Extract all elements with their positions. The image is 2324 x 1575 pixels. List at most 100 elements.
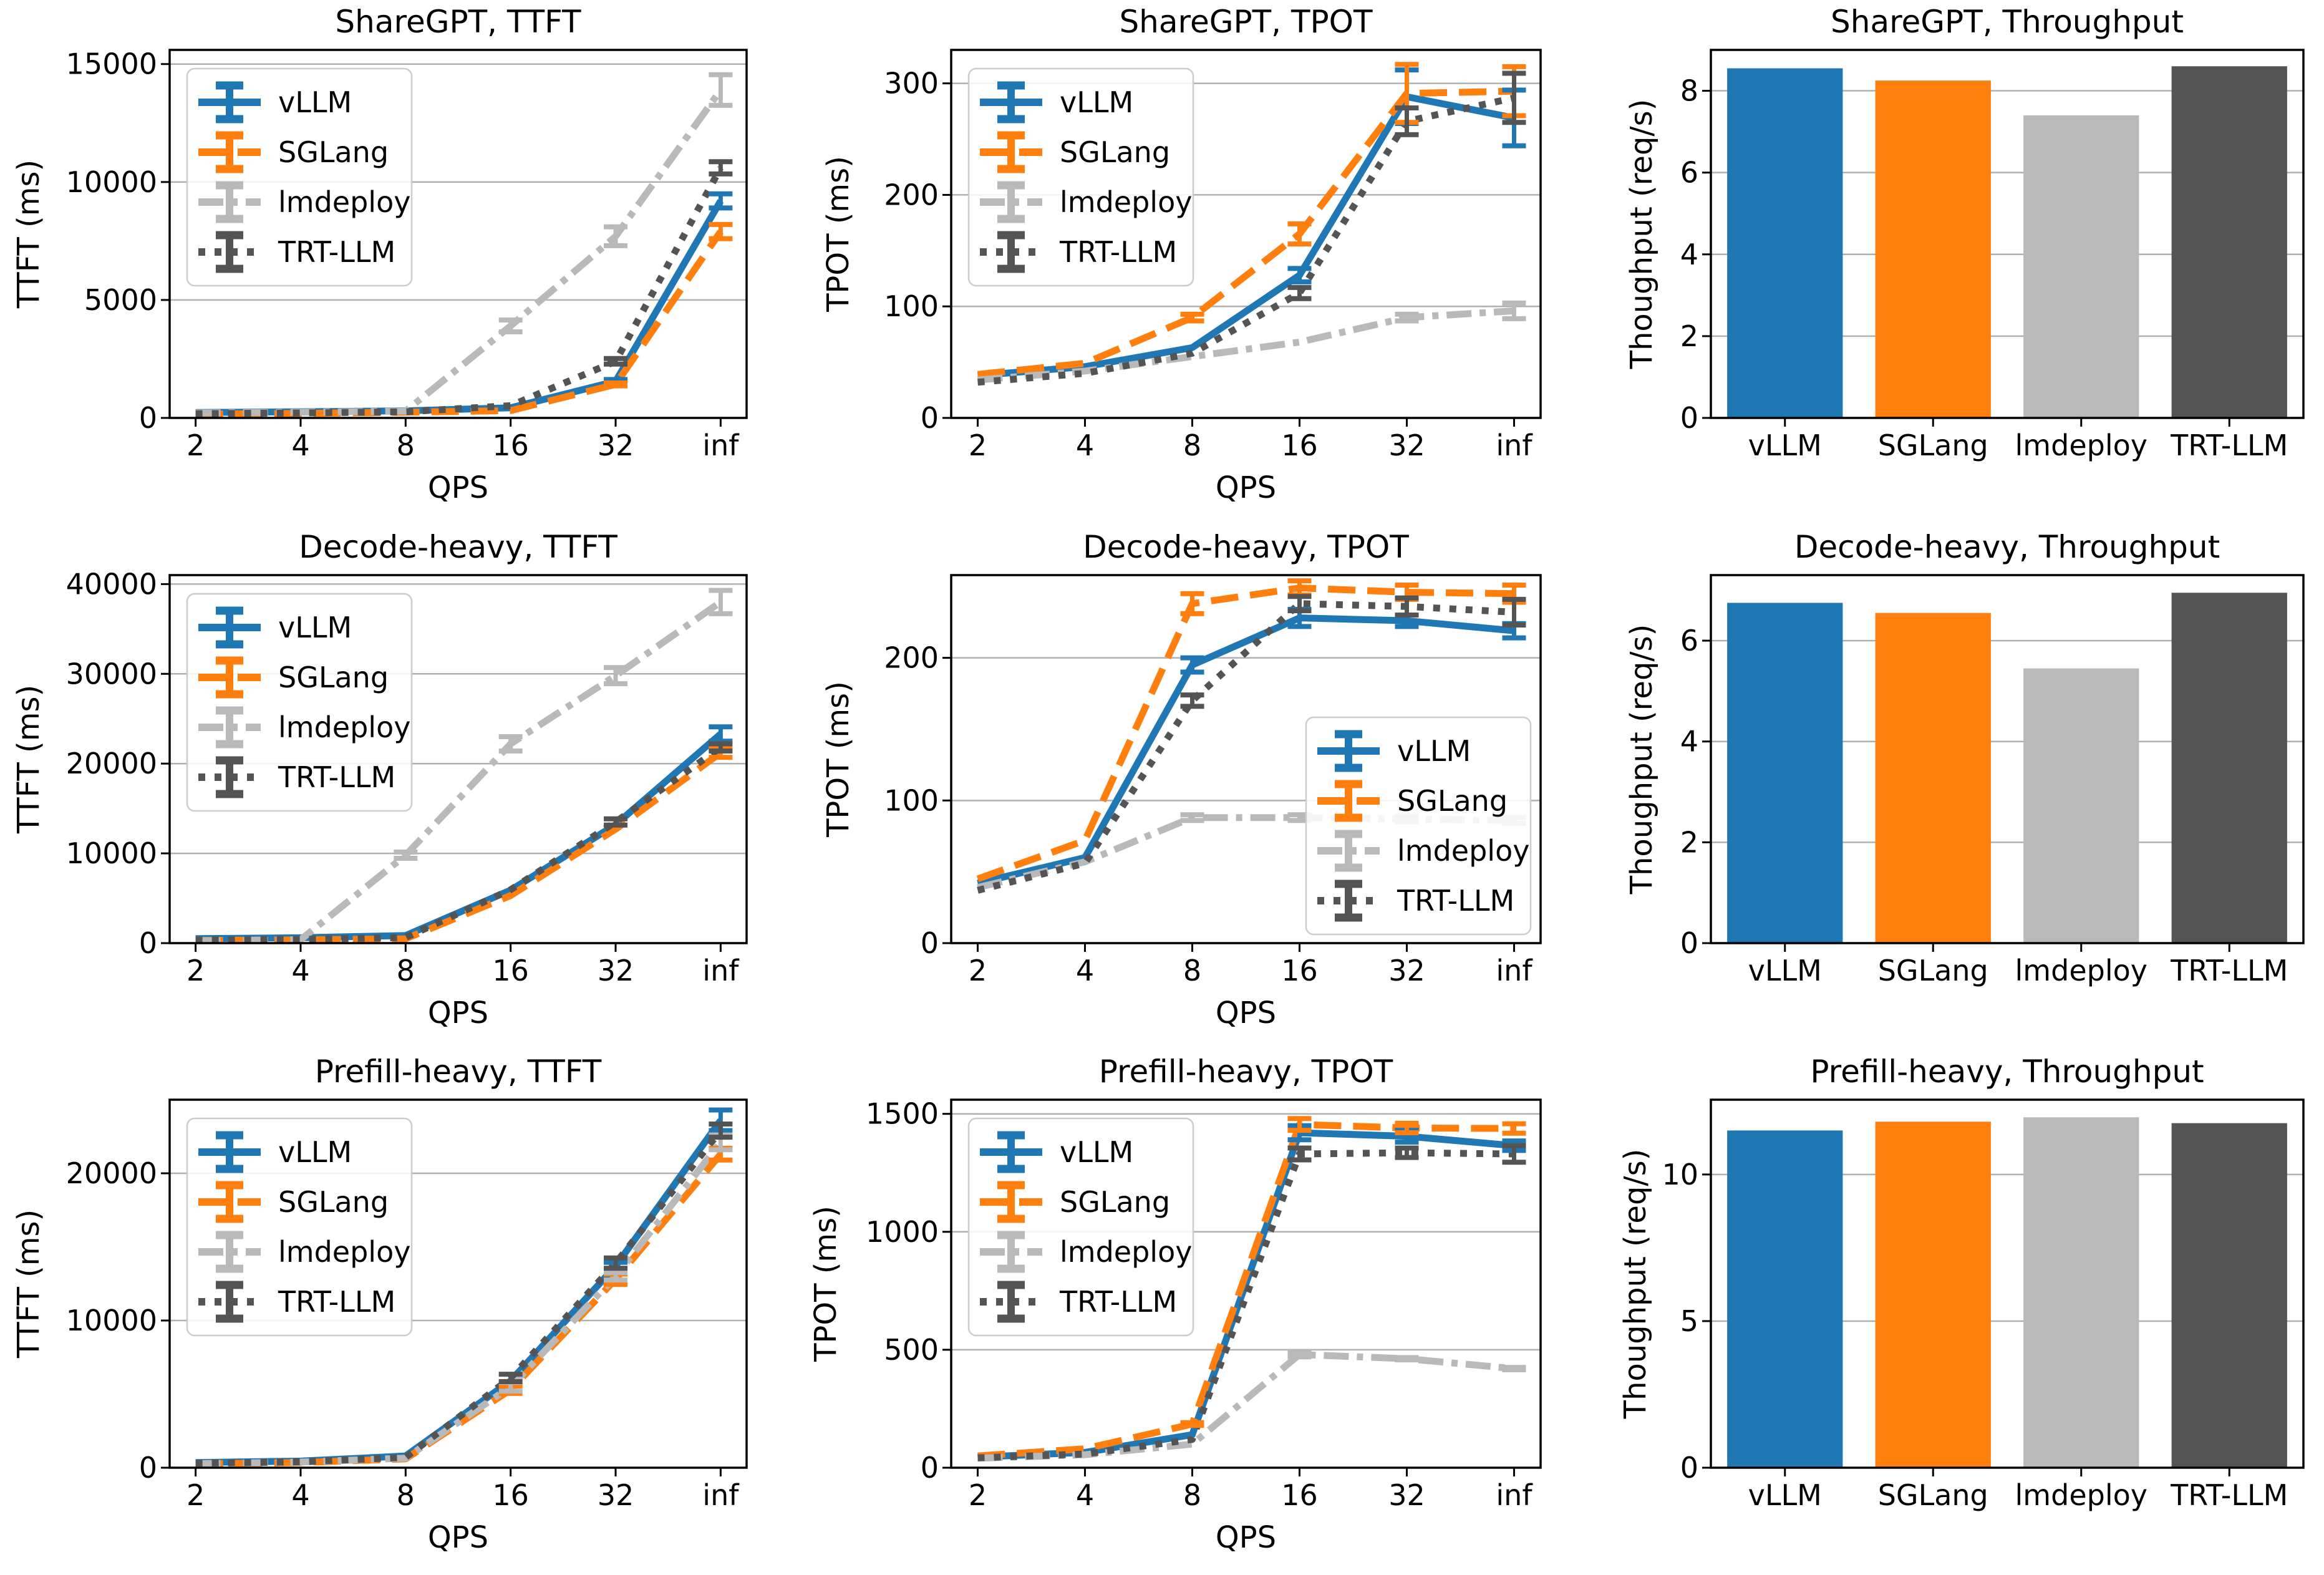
x-tick-label: SGLang bbox=[1878, 1478, 1988, 1512]
legend-label: TRT-LLM bbox=[1397, 884, 1514, 918]
legend-label: TRT-LLM bbox=[1059, 235, 1177, 269]
bar-sglang bbox=[1875, 80, 1991, 418]
y-tick-label: 0 bbox=[139, 401, 157, 435]
legend-label: vLLM bbox=[278, 611, 352, 644]
legend-item-vllm: vLLM bbox=[980, 1131, 1133, 1173]
panel-prefill-heavy-ttft: 2 4 8 16 32 inf 0 10000 20000 Prefill-heavy, TTFT… bbox=[11, 1054, 748, 1555]
axes-frame bbox=[950, 574, 1542, 944]
axes-frame bbox=[1710, 1098, 2305, 1469]
series-line-sglang bbox=[976, 584, 1514, 883]
y-tick-label: 2 bbox=[1680, 825, 1698, 859]
y-tick-label: 100 bbox=[884, 289, 939, 323]
y-tick-label: 20000 bbox=[66, 747, 157, 780]
x-tick-label: 32 bbox=[1388, 429, 1425, 462]
panel-decode-heavy-throughput: vLLM SGLang lmdeploy TRT-LLM 0 2 4 6 Decode-heav… bbox=[1624, 529, 2305, 987]
x-tick-label: 16 bbox=[1281, 1478, 1318, 1512]
y-axis: 0 10000 20000 30000 40000 bbox=[66, 567, 170, 960]
x-tick-label: 8 bbox=[1183, 429, 1201, 462]
x-axis-label: QPS bbox=[1216, 996, 1276, 1030]
y-tick-label: 0 bbox=[1680, 1451, 1698, 1485]
legend-label: lmdeploy bbox=[1060, 185, 1192, 219]
x-axis: vLLM SGLang lmdeploy TRT-LLM bbox=[1748, 943, 2288, 987]
axes-frame bbox=[950, 49, 1542, 419]
chart-title: Prefill-heavy, TPOT bbox=[1099, 1054, 1393, 1090]
series-line-sglang bbox=[977, 87, 1514, 378]
legend-label: SGLang bbox=[1060, 1185, 1170, 1219]
y-tick-label: 10 bbox=[1662, 1158, 1698, 1191]
axes-frame bbox=[168, 574, 748, 944]
y-tick-label: 4 bbox=[1680, 238, 1698, 271]
series-line-trt-llm bbox=[195, 744, 723, 944]
y-tick-label: 10000 bbox=[66, 165, 157, 199]
legend-label: SGLang bbox=[278, 661, 389, 694]
x-tick-label: lmdeploy bbox=[2015, 954, 2147, 987]
legend-label: lmdeploy bbox=[278, 1235, 410, 1269]
legend: vLLM SGLang lmdeploy TRT-LLM bbox=[186, 67, 413, 287]
errorbars-sglang bbox=[1180, 1116, 1526, 1428]
legend-label: SGLang bbox=[278, 1185, 389, 1219]
errorbars-trt-llm bbox=[1287, 1143, 1526, 1165]
errorbars-trt-llm bbox=[498, 1121, 733, 1384]
x-axis-label: QPS bbox=[1216, 470, 1276, 505]
legend-item-trt-llm: TRT-LLM bbox=[980, 1281, 1177, 1323]
x-axis: 2 4 8 16 32 inf bbox=[969, 1468, 1533, 1512]
bar-trt-llm bbox=[2171, 66, 2287, 418]
series-line-vllm bbox=[977, 614, 1514, 887]
x-axis: 2 4 8 16 32 inf bbox=[969, 418, 1533, 462]
axes-frame bbox=[1710, 574, 2305, 944]
x-tick-label: 8 bbox=[397, 954, 415, 987]
x-tick-label: 2 bbox=[186, 1478, 205, 1512]
legend-item-lmdeploy: lmdeploy bbox=[198, 706, 410, 749]
legend-item-sglang: SGLang bbox=[198, 131, 389, 173]
bar-trt-llm bbox=[2171, 1123, 2287, 1468]
x-tick-label: 2 bbox=[969, 954, 987, 987]
legend: vLLM SGLang lmdeploy TRT-LLM bbox=[967, 67, 1194, 287]
x-tick-label: 8 bbox=[397, 1478, 415, 1512]
errorbars-trt-llm bbox=[604, 741, 733, 828]
series-line-trt-llm bbox=[977, 600, 1514, 894]
legend-item-trt-llm: TRT-LLM bbox=[1317, 880, 1514, 922]
x-tick-label: 4 bbox=[1076, 429, 1094, 462]
x-tick-label: SGLang bbox=[1878, 429, 1988, 462]
x-tick-label: vLLM bbox=[1748, 1478, 1822, 1512]
series-line-lmdeploy bbox=[195, 1140, 724, 1467]
series-line-trt-llm bbox=[195, 166, 724, 417]
x-tick-label: 2 bbox=[969, 1478, 987, 1512]
bar-vllm bbox=[1727, 603, 1843, 943]
y-axis: 0 10000 20000 bbox=[66, 1156, 170, 1485]
x-axis-label: QPS bbox=[428, 1520, 488, 1555]
x-tick-label: 32 bbox=[598, 954, 634, 987]
x-tick-label: inf bbox=[702, 429, 740, 462]
y-axis-label: TTFT (ms) bbox=[11, 685, 46, 834]
x-axis: 2 4 8 16 32 inf bbox=[186, 943, 740, 987]
legend-label: lmdeploy bbox=[1060, 1235, 1192, 1269]
series-line-lmdeploy bbox=[195, 599, 723, 944]
legend-item-lmdeploy: lmdeploy bbox=[198, 181, 410, 223]
x-tick-label: 16 bbox=[1281, 954, 1318, 987]
errorbars-trt-llm bbox=[1180, 594, 1526, 709]
panel-decode-heavy-ttft: 2 4 8 16 32 inf 0 10000 20000 30000 40000 Decode-he… bbox=[11, 529, 748, 1030]
x-tick-label: inf bbox=[702, 1478, 740, 1512]
bar-lmdeploy bbox=[2023, 668, 2139, 943]
legend-item-vllm: vLLM bbox=[198, 1131, 352, 1173]
x-tick-label: inf bbox=[1496, 954, 1533, 987]
x-tick-label: inf bbox=[702, 954, 740, 987]
y-tick-label: 300 bbox=[884, 67, 939, 100]
x-axis: vLLM SGLang lmdeploy TRT-LLM bbox=[1748, 1468, 2288, 1512]
axes-frame bbox=[168, 1098, 748, 1469]
series-line-lmdeploy bbox=[195, 88, 724, 417]
bar-vllm bbox=[1727, 1130, 1843, 1468]
x-axis: 2 4 8 16 32 inf bbox=[186, 1468, 740, 1512]
y-tick-label: 200 bbox=[884, 178, 939, 211]
x-tick-label: 32 bbox=[598, 429, 634, 462]
legend: vLLM SGLang lmdeploy TRT-LLM bbox=[967, 1117, 1194, 1337]
x-tick-label: 32 bbox=[1388, 954, 1425, 987]
legend-label: lmdeploy bbox=[278, 185, 410, 219]
y-tick-label: 10000 bbox=[66, 836, 157, 870]
y-tick-label: 0 bbox=[139, 1451, 157, 1485]
y-tick-label: 200 bbox=[884, 641, 939, 675]
bar-lmdeploy bbox=[2023, 115, 2139, 418]
panel-prefill-heavy-tpot: 2 4 8 16 32 inf 0 500 1000 1500 Prefill-heavy, TPO… bbox=[808, 1054, 1542, 1555]
y-axis: 0 500 1000 1500 bbox=[866, 1097, 951, 1485]
legend-item-lmdeploy: lmdeploy bbox=[980, 1231, 1192, 1273]
